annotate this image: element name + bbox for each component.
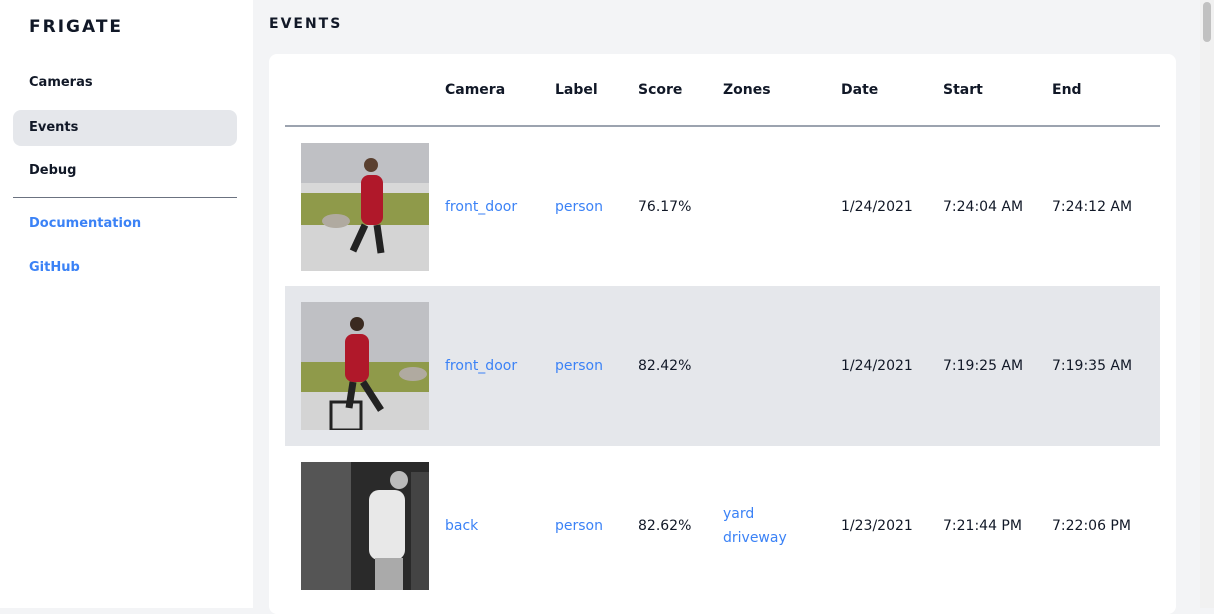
date-cell: 1/23/2021	[841, 518, 913, 534]
event-thumbnail[interactable]	[301, 462, 429, 590]
start-cell: 7:19:25 AM	[943, 286, 1052, 446]
sidebar-item-events[interactable]: Events	[13, 110, 237, 146]
header-zones: Zones	[723, 54, 841, 127]
table-row[interactable]: back person 82.62% yard driveway 1/23/202…	[285, 446, 1160, 606]
sidebar-divider	[13, 197, 237, 198]
sidebar-item-debug[interactable]: Debug	[29, 163, 77, 178]
label-link[interactable]: person	[555, 518, 603, 534]
camera-link[interactable]: front_door	[445, 358, 518, 374]
documentation-link[interactable]: Documentation	[29, 216, 142, 231]
table-row[interactable]: front_door person 82.42% 1/24/2021 7:19:…	[285, 286, 1160, 446]
zone-link[interactable]: yard	[723, 506, 755, 522]
header-camera: Camera	[445, 54, 555, 127]
header-start: Start	[943, 54, 1052, 127]
thumbnail-cell	[285, 446, 445, 606]
start-cell: 7:24:04 AM	[943, 198, 1024, 215]
table-row[interactable]: front_door person 76.17% 1/24/2021 7:24:…	[285, 126, 1160, 286]
thumbnail-cell	[285, 126, 445, 286]
score-cell: 82.62%	[638, 518, 692, 534]
event-thumbnail[interactable]	[301, 142, 429, 271]
github-link[interactable]: GitHub	[29, 260, 80, 275]
sidebar-item-cameras[interactable]: Cameras	[29, 75, 93, 90]
header-thumbnail	[285, 54, 445, 127]
end-cell: 7:24:12 AM	[1052, 198, 1133, 215]
header-date: Date	[841, 54, 943, 127]
zone-link[interactable]: driveway	[723, 530, 787, 546]
label-link[interactable]: person	[555, 358, 603, 374]
end-cell: 7:19:35 AM	[1052, 286, 1160, 446]
scrollbar[interactable]	[1200, 0, 1214, 608]
thumbnail-cell	[285, 286, 445, 446]
end-cell: 7:22:06 PM	[1052, 518, 1131, 534]
scrollbar-thumb[interactable]	[1203, 2, 1211, 42]
header-score: Score	[638, 54, 723, 127]
date-cell: 1/24/2021	[841, 286, 943, 446]
events-table: Camera Label Score Zones Date Start End …	[285, 54, 1160, 606]
camera-link[interactable]: front_door	[445, 198, 518, 215]
app-logo: FRIGATE	[29, 17, 124, 37]
start-cell: 7:21:44 PM	[943, 518, 1022, 534]
camera-link[interactable]: back	[445, 518, 479, 534]
label-link[interactable]: person	[555, 198, 603, 215]
header-end: End	[1052, 54, 1160, 127]
page-title: EVENTS	[269, 16, 343, 32]
score-cell: 82.42%	[638, 286, 723, 446]
date-cell: 1/24/2021	[841, 198, 913, 215]
events-card: Camera Label Score Zones Date Start End …	[269, 54, 1176, 614]
sidebar: FRIGATE Cameras Events Debug Documentati…	[0, 0, 253, 608]
header-label: Label	[555, 54, 638, 127]
score-cell: 76.17%	[638, 198, 692, 215]
event-thumbnail[interactable]	[301, 302, 429, 430]
